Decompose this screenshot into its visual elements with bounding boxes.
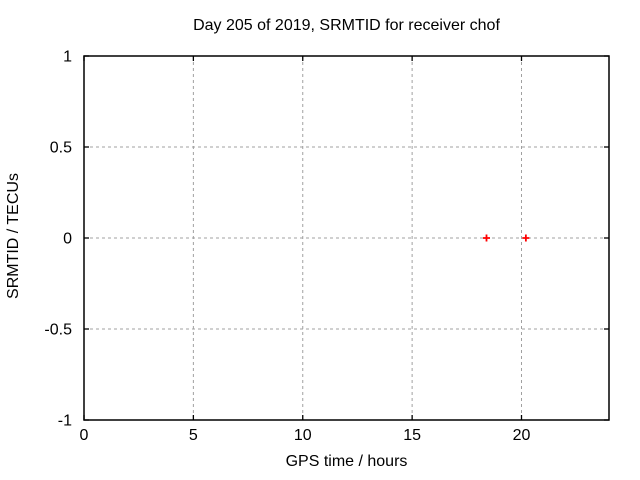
- x-tick-label: 20: [513, 427, 531, 444]
- y-tick-label: -0.5: [44, 322, 72, 339]
- x-tick-label: 10: [294, 427, 312, 444]
- data-point-marker: [483, 234, 490, 242]
- y-tick-label: 1: [63, 49, 72, 66]
- y-tick-label: 0: [63, 231, 72, 248]
- x-tick-label: 5: [189, 427, 198, 444]
- chart-title: Day 205 of 2019, SRMTID for receiver cho…: [193, 17, 500, 34]
- y-axis-label: SRMTID / TECUs: [5, 173, 22, 299]
- x-axis-label: GPS time / hours: [285, 453, 408, 470]
- x-tick-label: 15: [403, 427, 421, 444]
- y-tick-label: -1: [58, 413, 72, 430]
- x-tick-label: 0: [80, 427, 89, 444]
- data-point-marker: [522, 234, 530, 242]
- y-tick-label: 0.5: [50, 140, 72, 157]
